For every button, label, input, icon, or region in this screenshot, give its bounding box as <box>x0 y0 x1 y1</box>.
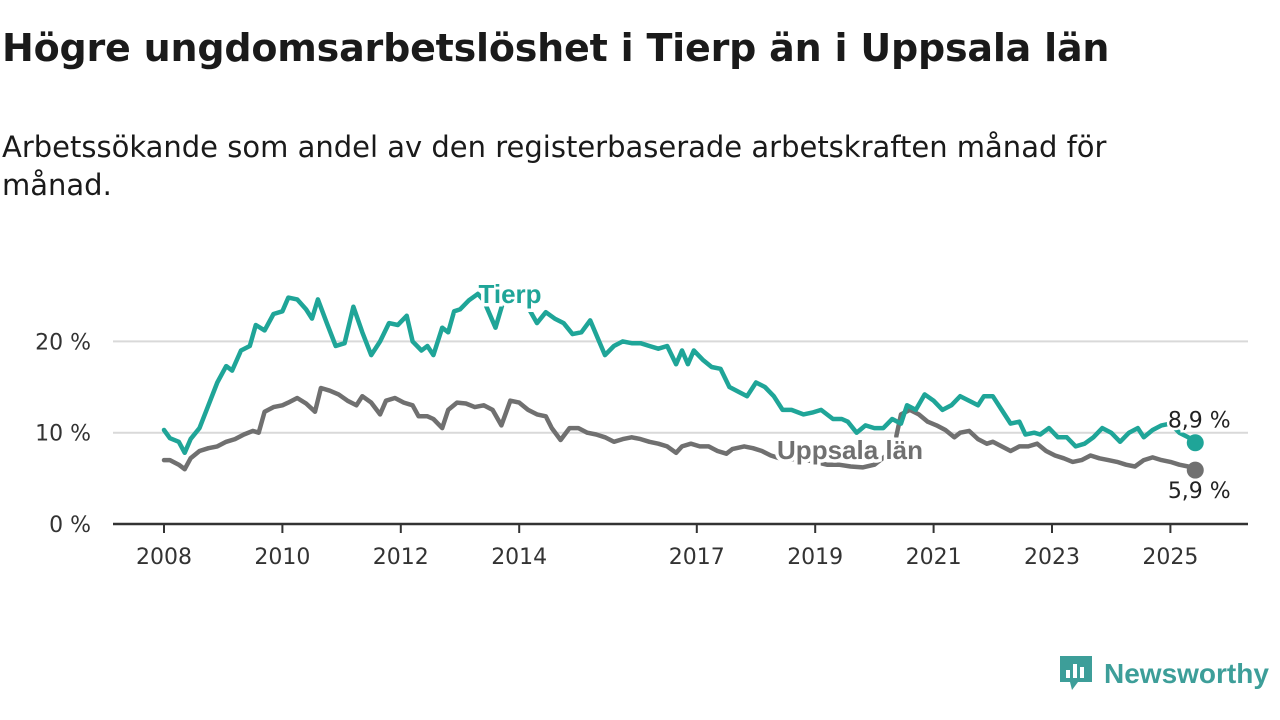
tierp-series-line <box>161 291 1198 456</box>
series-lines <box>161 291 1198 473</box>
grid-lines <box>113 340 1248 434</box>
x-tick-label: 2014 <box>491 545 547 570</box>
x-tick-label: 2010 <box>254 545 310 570</box>
uppsala-series-label: Uppsala län <box>777 435 923 465</box>
brand-name: Newsworthy <box>1104 658 1269 689</box>
x-tick-label: 2021 <box>906 545 962 570</box>
newsworthy-icon <box>1060 656 1092 690</box>
uppsala-series-line <box>161 385 1198 473</box>
y-tick-label: 20 % <box>35 330 91 355</box>
y-tick-label: 0 % <box>49 513 91 538</box>
uppsala-end-marker <box>1186 461 1204 479</box>
x-tick-label: 2017 <box>669 545 725 570</box>
x-tick-label: 2019 <box>787 545 843 570</box>
x-tick-label: 2023 <box>1024 545 1080 570</box>
chart-subtitle: Arbetssökande som andel av den registerb… <box>2 130 1107 202</box>
tierp-series-label: Tierp <box>478 279 541 309</box>
chart-labels: 8,9 % Tierp 5,9 % Uppsala län <box>475 276 1233 507</box>
tierp-end-marker <box>1186 434 1204 452</box>
x-tick-label: 2012 <box>373 545 429 570</box>
tierp-end-label: 8,9 % <box>1168 409 1231 434</box>
axes: 0 % 10 % 20 % 2008 2010 2012 2014 2017 2019 2021 2… <box>35 330 1248 570</box>
x-tick-label: 2025 <box>1142 545 1198 570</box>
uppsala-end-label: 5,9 % <box>1168 479 1231 504</box>
x-tick-label: 2008 <box>136 545 192 570</box>
newsworthy-logo: Newsworthy <box>1058 654 1269 694</box>
y-tick-label: 10 % <box>35 422 91 447</box>
chart-title: Högre ungdomsarbetslöshet i Tierp än i U… <box>2 26 1110 70</box>
